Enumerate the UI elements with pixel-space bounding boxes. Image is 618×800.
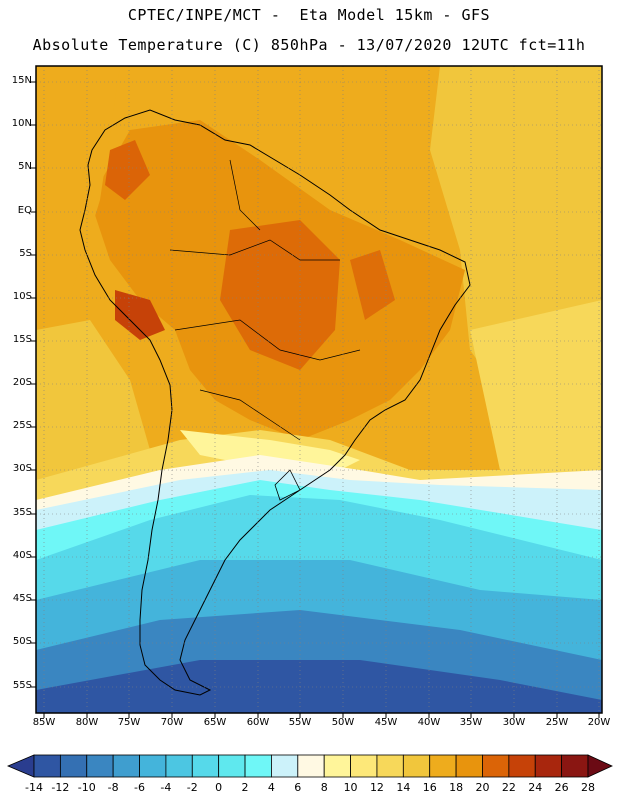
colorbar-label: 24 bbox=[528, 781, 543, 794]
latitude-label: 20S bbox=[12, 377, 32, 388]
longitude-label: 55W bbox=[288, 717, 312, 728]
latitude-label: 15N bbox=[11, 75, 32, 86]
colorbar-label: -8 bbox=[107, 781, 119, 794]
longitude-label: 85W bbox=[32, 717, 56, 728]
latitude-label: 45S bbox=[12, 593, 32, 604]
colorbar-label: -12 bbox=[51, 781, 70, 794]
latitude-label: 15S bbox=[12, 334, 32, 345]
colorbar-label: 28 bbox=[581, 781, 595, 794]
colorbar-label: -6 bbox=[134, 781, 145, 794]
colorbar-label: -4 bbox=[160, 781, 172, 794]
longitude-label: 65W bbox=[203, 717, 227, 728]
longitude-label: 30W bbox=[502, 717, 526, 728]
colorbar-label: 26 bbox=[554, 781, 569, 794]
colorbar-label: 8 bbox=[320, 781, 328, 794]
longitude-label: 80W bbox=[75, 717, 99, 728]
colorbar-label: 22 bbox=[501, 781, 516, 794]
colorbar-label: -2 bbox=[186, 781, 198, 794]
colorbar-label: 6 bbox=[294, 781, 302, 794]
colorbar-label: 10 bbox=[343, 781, 358, 794]
longitude-label: 25W bbox=[545, 717, 569, 728]
longitude-label: 20W bbox=[587, 717, 611, 728]
longitude-label: 35W bbox=[459, 717, 483, 728]
map-title-line2: Absolute Temperature (C) 850hPa - 13/07/… bbox=[32, 36, 586, 54]
colorbar-label: 4 bbox=[267, 781, 275, 794]
latitude-label: 10S bbox=[12, 291, 32, 302]
longitude-label: 70W bbox=[160, 717, 184, 728]
axis-ticks bbox=[31, 81, 600, 718]
colorbar-label: 14 bbox=[396, 781, 411, 794]
continent-outline bbox=[79, 109, 471, 696]
latitude-label: 50S bbox=[12, 636, 32, 647]
latitude-label: 40S bbox=[12, 550, 32, 561]
map-frame bbox=[35, 65, 603, 714]
latitude-label: EQ bbox=[17, 205, 32, 216]
temperature-field bbox=[36, 66, 602, 713]
longitude-label: 40W bbox=[417, 717, 441, 728]
longitude-label: 75W bbox=[117, 717, 141, 728]
colorbar-label: -14 bbox=[25, 781, 43, 794]
latitude-label: 55S bbox=[12, 680, 32, 691]
colorbar-label: 20 bbox=[475, 781, 490, 794]
latitude-label: 5N bbox=[18, 161, 32, 172]
longitude-label: 45W bbox=[374, 717, 398, 728]
colorbar-label: -10 bbox=[77, 781, 96, 794]
latitude-label: 5S bbox=[19, 248, 32, 259]
latitude-label: 25S bbox=[12, 420, 32, 431]
latitude-label: 30S bbox=[12, 463, 32, 474]
colorbar-label: 18 bbox=[449, 781, 464, 794]
map-title-line1: CPTEC/INPE/MCT - Eta Model 15km - GFS bbox=[127, 6, 491, 24]
colorbar-label: 2 bbox=[241, 781, 249, 794]
latitude-label: 10N bbox=[11, 118, 32, 129]
latitude-label: 35S bbox=[12, 507, 32, 518]
colorbar-label: 0 bbox=[215, 781, 223, 794]
longitude-label: 60W bbox=[246, 717, 270, 728]
colorbar-label: 12 bbox=[369, 781, 384, 794]
colorbar-label: 16 bbox=[422, 781, 437, 794]
longitude-label: 50W bbox=[331, 717, 355, 728]
